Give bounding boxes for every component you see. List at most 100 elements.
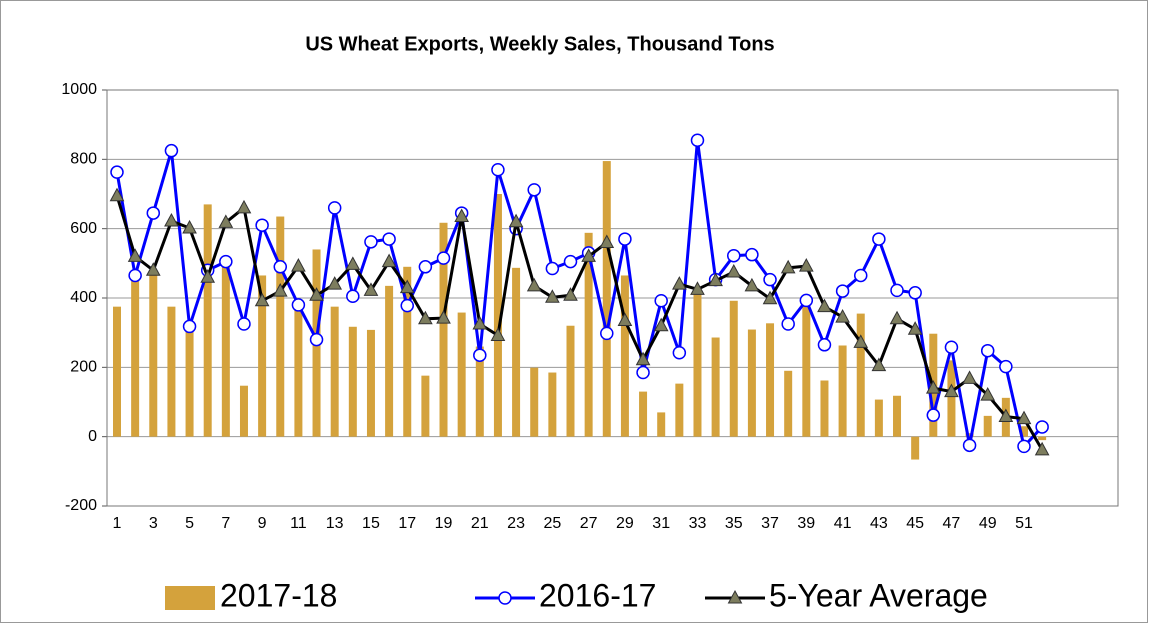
bar (366, 329, 375, 437)
marker (926, 408, 941, 422)
bar (675, 383, 684, 437)
bar (167, 306, 176, 437)
marker (980, 343, 995, 358)
bar (584, 232, 593, 437)
marker (363, 282, 379, 296)
y-tick-label: 0 (88, 428, 97, 445)
marker (617, 312, 633, 327)
bar (294, 304, 303, 437)
marker (925, 380, 941, 394)
marker (127, 248, 143, 262)
marker (545, 261, 560, 276)
x-tick-label: 11 (290, 515, 307, 532)
bar (239, 385, 248, 437)
marker (146, 206, 161, 220)
bar (874, 399, 883, 437)
bar (856, 313, 865, 437)
marker (164, 143, 179, 158)
marker (999, 359, 1013, 374)
x-tick-label: 1 (113, 515, 122, 532)
y-tick-label: 400 (70, 289, 97, 306)
marker (835, 309, 850, 323)
marker (944, 383, 959, 398)
bar (639, 391, 648, 437)
bar (784, 370, 793, 437)
marker (200, 269, 216, 283)
marker (563, 254, 578, 269)
x-tick-label: 43 (870, 515, 888, 532)
bar (747, 329, 756, 437)
bar (258, 275, 267, 437)
marker (907, 321, 923, 335)
marker (490, 327, 506, 341)
marker (781, 317, 795, 331)
marker (581, 248, 596, 262)
marker (745, 247, 759, 262)
bar (512, 267, 521, 437)
bar (131, 280, 140, 437)
marker (563, 287, 578, 301)
marker (182, 219, 197, 234)
legend-swatch (165, 586, 215, 610)
marker (817, 338, 832, 352)
marker (672, 276, 687, 290)
marker (618, 232, 632, 246)
x-tick-label: 29 (616, 515, 634, 532)
marker (110, 165, 124, 179)
y-tick-label: -200 (65, 497, 97, 514)
marker (498, 591, 512, 605)
bar (1038, 436, 1047, 441)
bar (403, 266, 412, 437)
marker (400, 298, 414, 313)
bar (566, 325, 575, 437)
marker (1034, 441, 1050, 456)
bar (693, 294, 702, 437)
marker (635, 351, 651, 366)
marker (272, 283, 288, 297)
marker (944, 340, 959, 354)
legend-label: 2017-18 (220, 577, 337, 613)
bar (911, 436, 920, 460)
marker (381, 253, 397, 268)
bar (802, 304, 811, 437)
marker (526, 277, 542, 292)
plot-border (106, 89, 1119, 507)
marker (418, 310, 433, 325)
marker (182, 319, 197, 334)
marker (309, 332, 324, 347)
marker (798, 258, 814, 272)
line (115, 195, 1044, 451)
x-tick-label: 15 (362, 515, 380, 532)
x-tick-label: 23 (507, 515, 525, 532)
marker (980, 387, 996, 401)
marker (600, 326, 614, 341)
marker (527, 183, 541, 197)
chart-title: US Wheat Exports, Weekly Sales, Thousand… (305, 33, 774, 55)
marker (690, 133, 705, 148)
marker (744, 277, 760, 292)
marker (762, 290, 778, 305)
marker (255, 218, 269, 232)
bar (457, 312, 466, 437)
x-tick-label: 19 (435, 515, 453, 532)
marker (128, 268, 142, 283)
marker (346, 289, 360, 304)
x-tick-label: 49 (979, 515, 997, 532)
marker (399, 279, 415, 294)
bar (947, 360, 956, 437)
marker (436, 251, 451, 265)
marker (219, 254, 233, 269)
x-tick-label: 7 (221, 515, 230, 532)
marker (218, 214, 234, 228)
marker (491, 162, 505, 177)
bar (421, 375, 430, 437)
x-tick-label: 45 (906, 515, 924, 532)
marker (799, 293, 814, 308)
marker (109, 187, 125, 202)
bar (348, 326, 357, 437)
marker (962, 370, 977, 384)
bar (439, 222, 448, 437)
x-tick-label: 35 (725, 515, 743, 532)
bar (385, 285, 394, 437)
